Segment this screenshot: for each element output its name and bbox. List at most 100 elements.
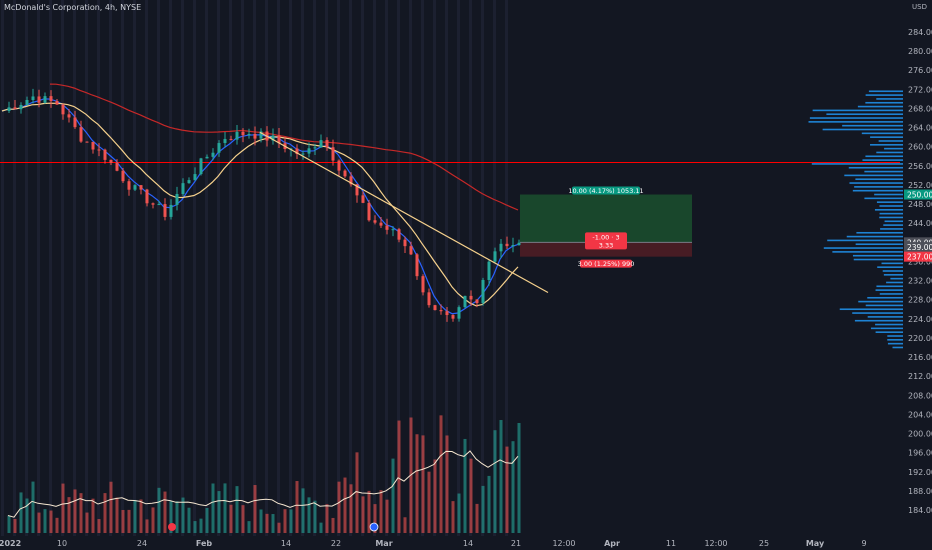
session-stripe bbox=[481, 0, 484, 536]
volume-bar bbox=[487, 475, 491, 533]
trendline[interactable] bbox=[259, 131, 549, 294]
price-tick: 268.00 bbox=[908, 104, 932, 113]
time-axis[interactable]: 2022 10 24 Feb 14 22 Mar 14 21 12:00 Apr 11 12:00 25 M… bbox=[0, 536, 932, 550]
session-stripe bbox=[385, 0, 388, 536]
volume-bar bbox=[211, 483, 215, 533]
time-tick: 24 bbox=[137, 539, 147, 548]
volume-bar bbox=[61, 483, 65, 533]
candle-body bbox=[301, 153, 305, 155]
volume-bar bbox=[25, 498, 29, 533]
candle-body bbox=[355, 184, 359, 196]
time-tick: 12:00 bbox=[552, 539, 575, 548]
profile-bar bbox=[878, 140, 903, 142]
candle-body bbox=[469, 295, 473, 300]
session-stripe bbox=[181, 0, 184, 536]
profile-bar bbox=[823, 247, 903, 249]
profile-bar bbox=[887, 339, 903, 341]
profile-bar bbox=[809, 117, 903, 119]
volume-bar bbox=[355, 452, 359, 533]
candle-body bbox=[169, 204, 173, 217]
risk-box bbox=[585, 232, 627, 250]
volume-bar bbox=[43, 509, 47, 533]
profile-bar bbox=[876, 151, 903, 154]
profile-bar bbox=[857, 105, 903, 108]
profile-bar bbox=[870, 136, 903, 138]
volume-bar bbox=[325, 504, 329, 533]
session-stripe bbox=[397, 0, 400, 536]
volume-bar bbox=[187, 507, 191, 533]
session-stripe bbox=[37, 0, 40, 536]
session-stripe bbox=[85, 0, 88, 536]
volume-bar bbox=[259, 509, 263, 533]
session-stripe bbox=[469, 0, 472, 536]
profile-bar bbox=[884, 220, 903, 223]
profile-bar bbox=[883, 274, 903, 276]
time-tick: 21 bbox=[511, 539, 521, 548]
session-stripe bbox=[145, 0, 148, 536]
volume-bar bbox=[205, 508, 209, 533]
profile-bar bbox=[879, 293, 903, 295]
candle-body bbox=[211, 152, 215, 157]
candle-body bbox=[61, 104, 65, 115]
volume-bar bbox=[145, 519, 149, 533]
profile-bar bbox=[865, 94, 903, 96]
candle-body bbox=[235, 131, 239, 140]
event-markers[interactable] bbox=[168, 522, 379, 532]
volume-bar bbox=[115, 497, 119, 533]
volume-bar bbox=[139, 499, 143, 533]
price-tick: 236.00 bbox=[908, 257, 932, 266]
candle-body bbox=[199, 158, 203, 175]
candle-body bbox=[31, 96, 35, 100]
profile-bar bbox=[882, 270, 903, 272]
ma-mid-line bbox=[1, 102, 519, 307]
stop-label: 3.00 (1.25%) 990 bbox=[578, 260, 635, 268]
volume-bar bbox=[67, 497, 71, 533]
volume-bar bbox=[403, 517, 407, 533]
time-tick: 14 bbox=[463, 539, 473, 548]
price-tick: 232.00 bbox=[908, 277, 932, 286]
session-stripe bbox=[1, 0, 4, 536]
session-stripe bbox=[13, 0, 16, 536]
time-tick: Apr bbox=[604, 539, 620, 548]
profile-bar bbox=[855, 243, 903, 246]
profile-bar bbox=[856, 231, 903, 234]
candle-body bbox=[367, 202, 371, 221]
candle-body bbox=[445, 311, 449, 316]
volume-bar bbox=[289, 509, 293, 533]
candle-body bbox=[403, 239, 407, 247]
volume-bar bbox=[265, 513, 269, 533]
session-stripe bbox=[193, 0, 196, 536]
candle-body bbox=[49, 96, 53, 101]
volume-bar bbox=[313, 500, 317, 533]
time-tick: Feb bbox=[196, 539, 213, 548]
time-tick: 9 bbox=[861, 539, 866, 548]
volume-bar bbox=[241, 505, 245, 533]
price-tag: 237.00 bbox=[907, 253, 932, 262]
candle-body bbox=[277, 135, 281, 144]
profile-bar bbox=[808, 121, 903, 123]
candle-body bbox=[133, 185, 137, 190]
volume-bar bbox=[445, 435, 449, 533]
session-stripe bbox=[157, 0, 160, 536]
volume-bar bbox=[151, 507, 155, 533]
candle-body bbox=[397, 229, 401, 240]
session-stripe bbox=[301, 0, 304, 536]
candle-body bbox=[91, 141, 95, 150]
volume-bar bbox=[235, 486, 239, 533]
symbol-title[interactable]: McDonald's Corporation, 4h, NYSE bbox=[4, 3, 142, 12]
session-stripe bbox=[289, 0, 292, 536]
candle-body bbox=[7, 107, 11, 111]
profile-bar bbox=[864, 197, 903, 200]
candle-body bbox=[487, 261, 491, 280]
volume-bars bbox=[7, 415, 521, 533]
profile-bar bbox=[826, 113, 903, 116]
session-stripe bbox=[61, 0, 64, 536]
candle-body bbox=[151, 203, 155, 205]
volume-bar bbox=[193, 521, 197, 533]
volume-bar bbox=[469, 458, 473, 533]
profile-bar bbox=[881, 262, 903, 265]
candle-body bbox=[271, 135, 275, 141]
volume-bar bbox=[463, 438, 467, 533]
profile-bar bbox=[867, 316, 903, 318]
